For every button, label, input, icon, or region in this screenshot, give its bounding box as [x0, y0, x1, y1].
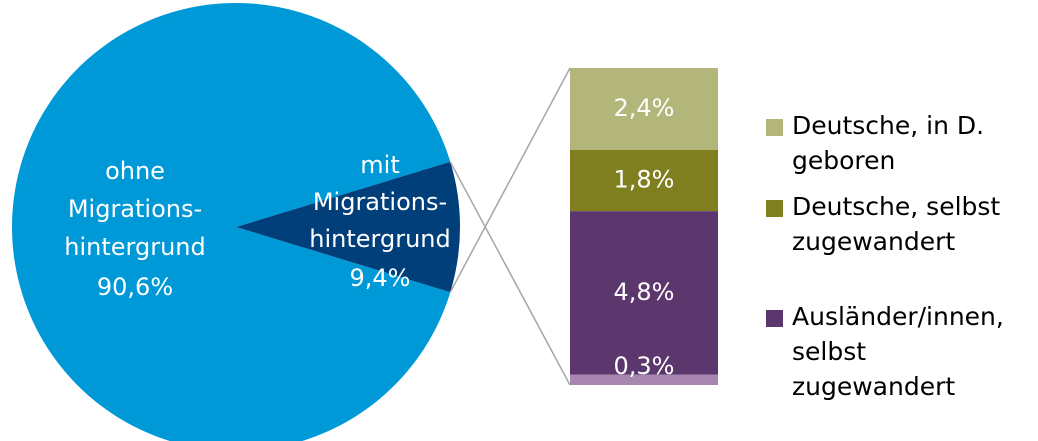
- legend-label: Deutsche, in D.: [792, 111, 984, 140]
- legend-label: selbst: [792, 337, 866, 366]
- legend-swatch: [766, 200, 783, 217]
- pie-slice: [12, 3, 451, 441]
- legend-label: zugewandert: [792, 227, 955, 256]
- bar-segment: [570, 68, 718, 150]
- slice-label: hintergrund: [64, 233, 205, 261]
- segment-label: 0,3%: [614, 352, 675, 380]
- segment-label: 4,8%: [614, 278, 675, 306]
- connector: [449, 67, 571, 293]
- slice-label: hintergrund: [309, 225, 450, 253]
- bar-segment: [570, 211, 718, 375]
- legend-label: Ausländer/innen,: [792, 302, 1004, 331]
- connector: [449, 161, 571, 386]
- slice-label: ohne: [105, 157, 165, 185]
- bar-segment: [570, 149, 718, 212]
- slice-label: Migrations-: [68, 195, 202, 223]
- legend-label: geboren: [792, 146, 895, 175]
- pie-slice: [236, 161, 460, 293]
- segment-label: 2,4%: [614, 94, 675, 122]
- legend-swatch: [766, 310, 783, 327]
- slice-label: Migrations-: [313, 188, 447, 216]
- legend-label: zugewandert: [792, 372, 955, 401]
- bar-segment: [570, 374, 718, 385]
- slice-value-label: 9,4%: [350, 264, 411, 292]
- slice-label: mit: [360, 151, 399, 179]
- slice-value-label: 90,6%: [97, 273, 173, 301]
- legend-label: Deutsche, selbst: [792, 192, 1000, 221]
- legend-swatch: [766, 119, 783, 136]
- segment-label: 1,8%: [614, 165, 675, 193]
